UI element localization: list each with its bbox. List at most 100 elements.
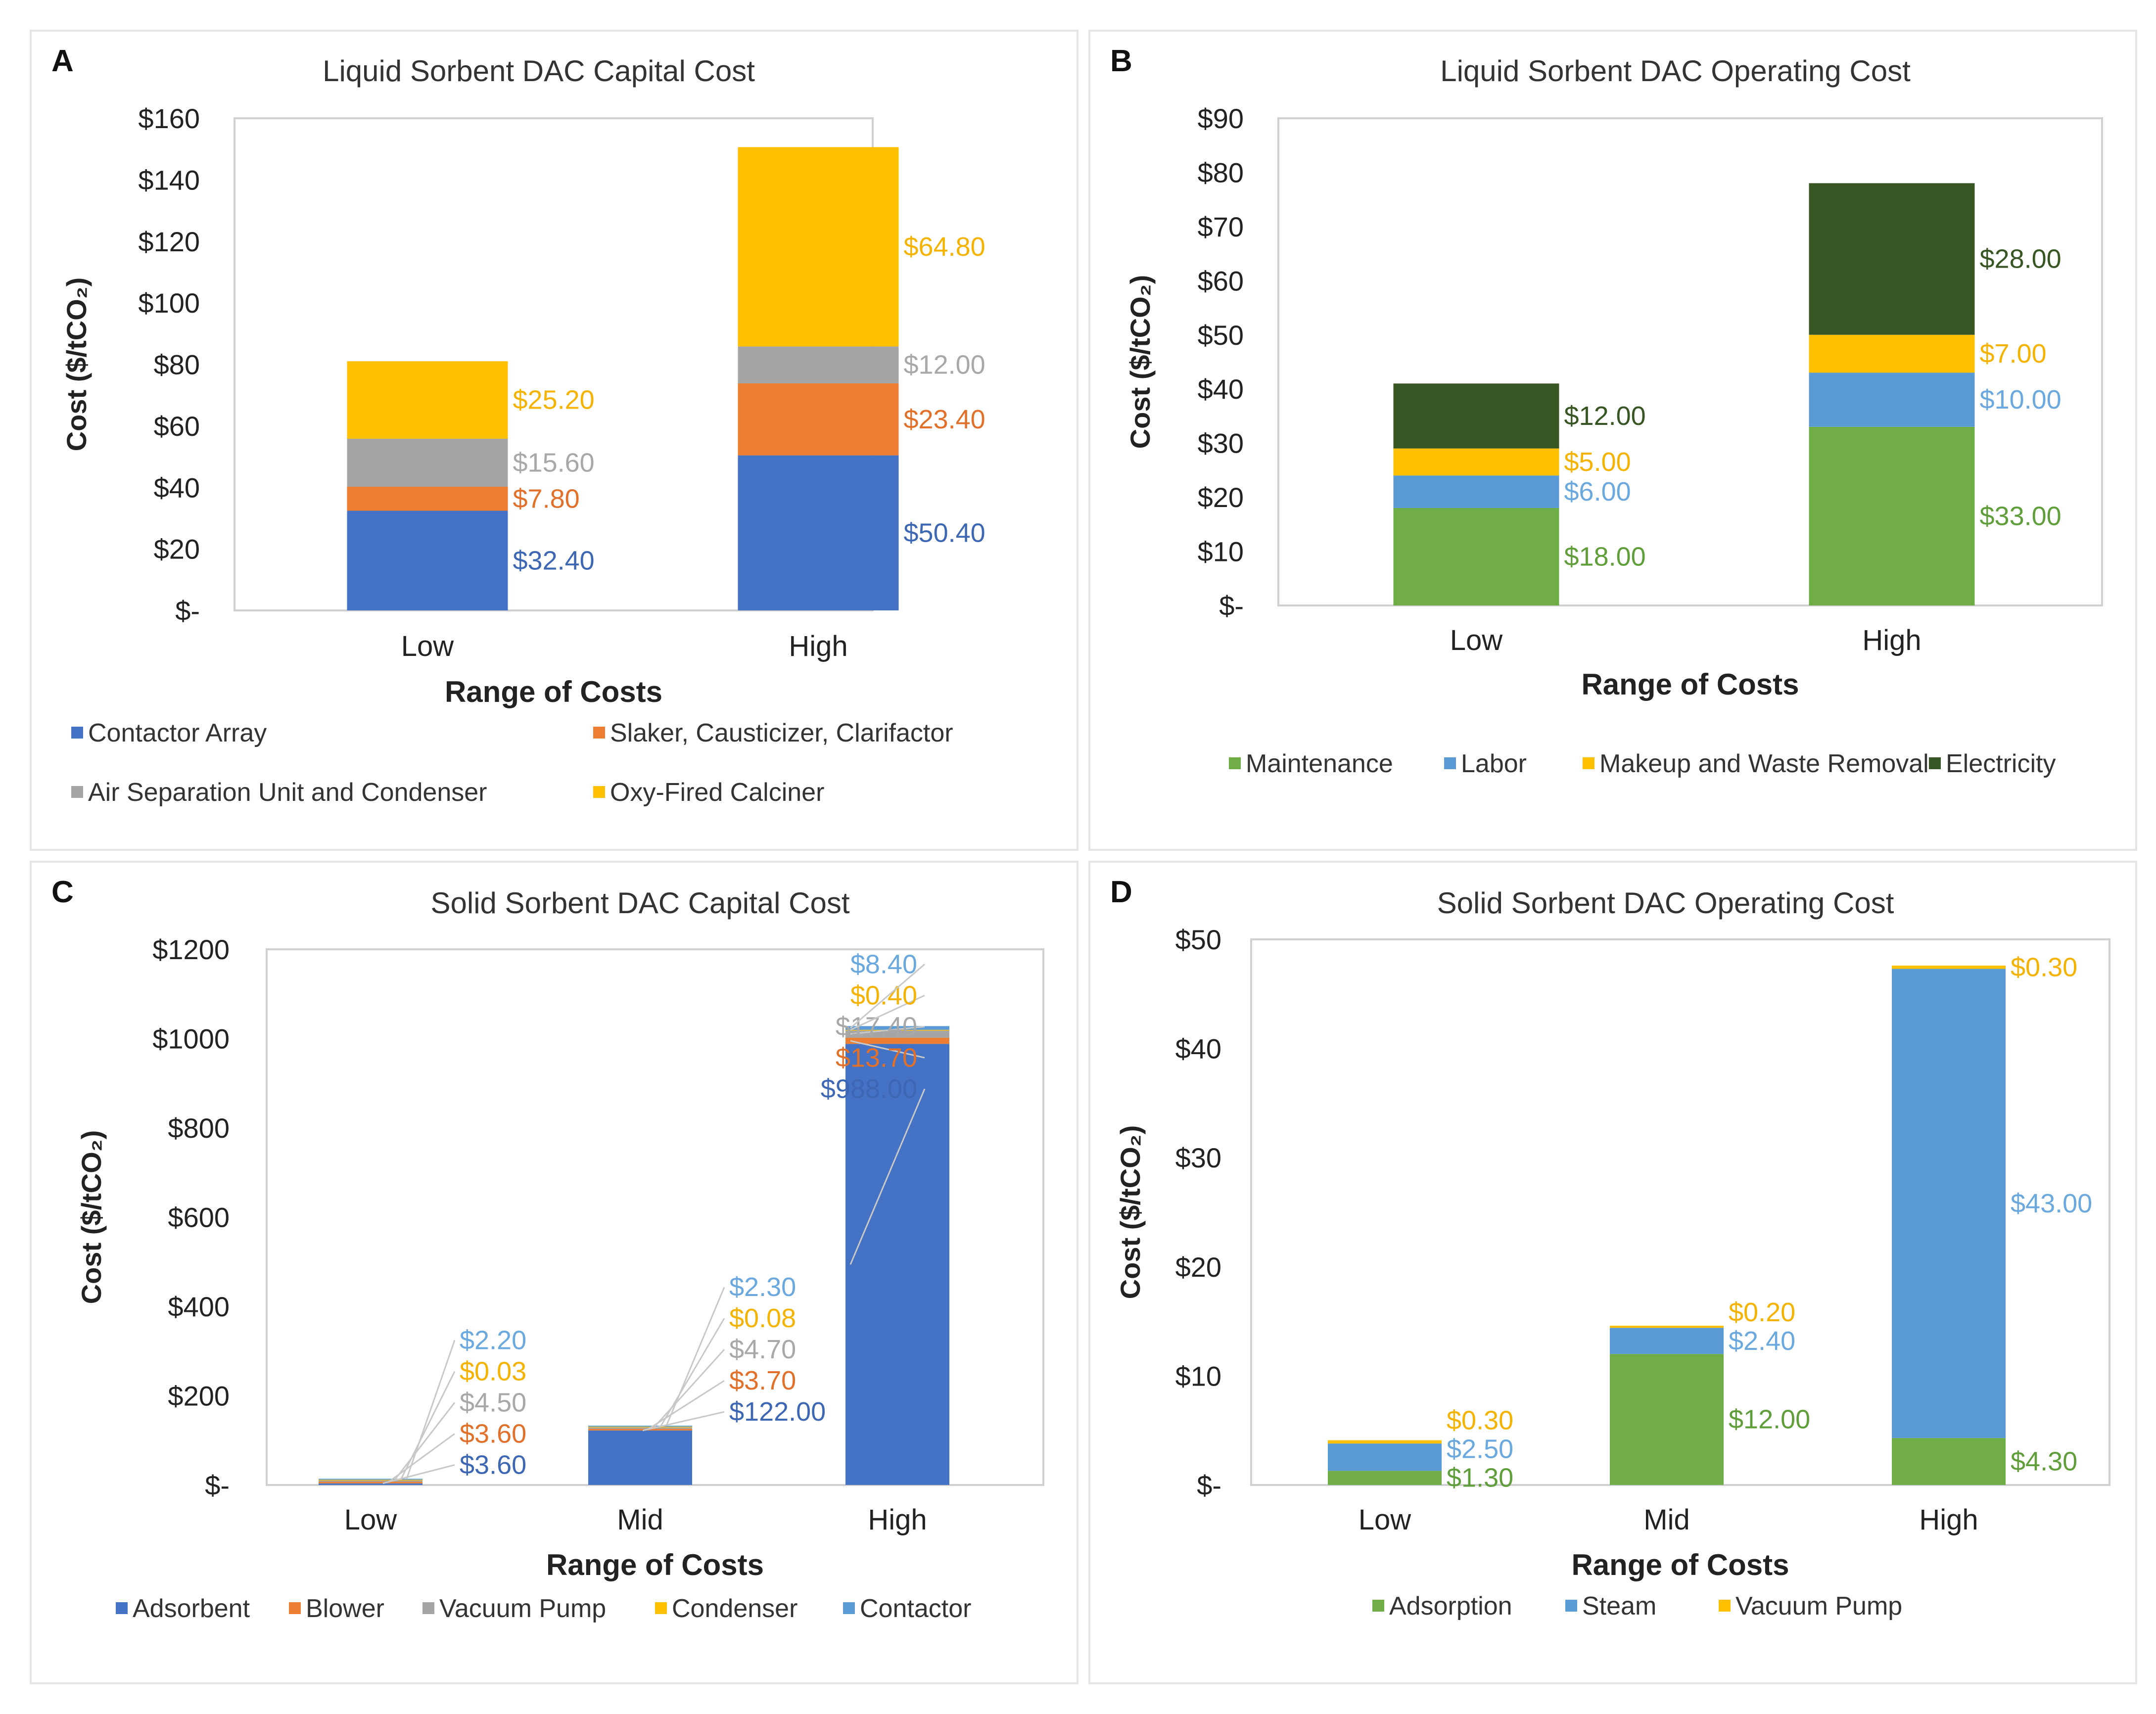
callout-line-c-low-3: [400, 1371, 456, 1481]
x-tick-label-c-low: Low: [344, 1504, 398, 1536]
y-tick-label-b-4: $40: [1198, 373, 1244, 405]
bar-a-high-1: [738, 383, 899, 456]
data-label-a-high-2: $12.00: [904, 350, 985, 380]
bar-d-low-2: [1328, 1440, 1442, 1444]
y-tick-label-c-6: $1200: [152, 934, 230, 965]
y-tick-label-a-2: $40: [154, 472, 200, 503]
legend-label-c-0: Adsorbent: [133, 1594, 250, 1623]
legend-swatch-d-1: [1565, 1600, 1577, 1612]
y-tick-label-a-3: $60: [154, 411, 200, 442]
y-tick-label-c-4: $800: [168, 1112, 230, 1144]
y-tick-label-a-1: $20: [154, 534, 200, 565]
bar-c-mid-4: [588, 1426, 692, 1427]
bar-c-low-3: [319, 1480, 422, 1481]
chart-b: B Liquid Sorbent DAC Operating Cost $- $10 $…: [1110, 44, 2103, 778]
legend-swatch-a-0: [71, 727, 83, 739]
data-label-c-high-3: $0.40: [850, 980, 917, 1010]
x-tick-label-d-mid: Mid: [1643, 1504, 1689, 1536]
legend-label-c-2: Vacuum Pump: [439, 1594, 606, 1623]
bar-b-low-0: [1393, 508, 1559, 605]
callout-line-c-high-3: [850, 994, 925, 1031]
data-label-a-high-0: $50.40: [904, 518, 985, 548]
data-label-b-low-2: $5.00: [1564, 447, 1631, 477]
bar-b-high-0: [1809, 426, 1975, 605]
y-axis-label-c: Cost ($/tCO₂): [76, 1130, 107, 1304]
data-label-b-low-1: $6.00: [1564, 477, 1631, 507]
legend-label-a-0: Contactor Array: [88, 719, 267, 747]
y-tick-label-d-3: $30: [1175, 1142, 1221, 1173]
legend-label-b-3: Electricity: [1946, 749, 2056, 778]
data-label-d-high-2: $0.30: [2011, 952, 2077, 982]
legend-label-d-2: Vacuum Pump: [1735, 1592, 1902, 1621]
bar-c-low-0: [319, 1483, 422, 1485]
bar-d-high-1: [1892, 969, 2006, 1438]
y-tick-label-d-2: $20: [1175, 1251, 1221, 1283]
callout-line-c-mid-0: [642, 1411, 725, 1432]
bar-d-mid-1: [1610, 1328, 1724, 1354]
legend-label-a-3: Oxy-Fired Calciner: [610, 778, 824, 807]
data-label-c-mid-1: $3.70: [729, 1366, 796, 1395]
legend-label-c-3: Condenser: [672, 1594, 797, 1623]
panel-letter-c: C: [51, 875, 74, 909]
legend-label-b-2: Makeup and Waste Removal: [1599, 749, 1929, 778]
y-tick-label-d-5: $50: [1175, 924, 1221, 955]
bar-b-low-1: [1393, 475, 1559, 508]
x-tick-label-b-low: Low: [1450, 624, 1503, 656]
bar-b-high-2: [1809, 334, 1975, 373]
x-tick-label-a-low: Low: [401, 630, 455, 662]
bar-a-low-1: [347, 487, 508, 511]
x-axis-label-d: Range of Costs: [1571, 1548, 1789, 1581]
data-label-c-low-1: $3.60: [460, 1419, 526, 1448]
chart-title-d: Solid Sorbent DAC Operating Cost: [1437, 886, 1894, 920]
data-label-b-high-1: $10.00: [1980, 385, 2062, 415]
bar-a-low-2: [347, 438, 508, 487]
y-tick-label-b-1: $10: [1198, 536, 1244, 567]
bar-d-low-0: [1328, 1471, 1442, 1485]
bar-c-low-1: [319, 1482, 422, 1483]
callout-line-c-mid-2: [654, 1349, 725, 1428]
bar-b-high-1: [1809, 372, 1975, 427]
legend-label-b-1: Labor: [1461, 749, 1527, 778]
chart-title-a: Liquid Sorbent DAC Capital Cost: [323, 54, 755, 88]
callout-line-c-low-0: [382, 1464, 455, 1484]
bar-a-low-0: [347, 510, 508, 610]
bar-c-high-4: [845, 1026, 949, 1030]
bar-d-high-2: [1892, 965, 2006, 969]
y-tick-label-b-0: $-: [1219, 590, 1244, 621]
data-label-d-mid-0: $12.00: [1729, 1405, 1810, 1435]
bar-c-low-4: [319, 1479, 422, 1480]
data-label-c-high-0: $988.00: [821, 1074, 917, 1104]
data-label-d-low-1: $2.50: [1447, 1435, 1513, 1464]
y-tick-label-a-0: $-: [175, 595, 200, 626]
plot-area-b: [1277, 117, 2103, 606]
data-label-c-mid-2: $4.70: [729, 1335, 796, 1364]
y-tick-label-c-2: $400: [168, 1291, 230, 1322]
legend-swatch-b-1: [1444, 757, 1456, 769]
chart-a: A Liquid Sorbent DAC Capital Cost $- $20 $40…: [51, 44, 985, 807]
y-tick-label-b-2: $20: [1198, 482, 1244, 513]
bar-c-high-0: [845, 1044, 949, 1485]
bar-a-high-0: [738, 455, 899, 610]
callout-line-c-mid-3: [659, 1318, 725, 1428]
legend-label-a-1: Slaker, Causticizer, Clarifactor: [610, 719, 953, 747]
y-tick-label-c-1: $200: [168, 1381, 230, 1412]
legend-swatch-a-1: [593, 727, 605, 739]
bar-a-high-2: [738, 346, 899, 384]
chart-title-c: Solid Sorbent DAC Capital Cost: [430, 886, 849, 920]
y-tick-label-a-6: $120: [138, 226, 200, 257]
data-label-c-high-1: $13.70: [836, 1043, 917, 1072]
legend-swatch-d-0: [1372, 1600, 1384, 1612]
legend-swatch-b-3: [1929, 757, 1941, 769]
bar-c-mid-1: [588, 1429, 692, 1431]
data-label-d-mid-1: $2.40: [1729, 1326, 1795, 1356]
y-axis-label-a: Cost ($/tCO₂): [61, 278, 92, 452]
callout-line-c-mid-4: [665, 1287, 725, 1426]
data-label-d-low-0: $1.30: [1447, 1463, 1513, 1493]
data-label-c-low-3: $0.03: [460, 1356, 526, 1386]
y-tick-label-b-9: $90: [1198, 103, 1244, 134]
y-tick-label-c-3: $600: [168, 1202, 230, 1233]
data-label-d-high-0: $4.30: [2011, 1447, 2077, 1477]
x-tick-label-a-high: High: [789, 630, 847, 662]
y-tick-label-a-4: $80: [154, 349, 200, 380]
y-tick-label-a-7: $140: [138, 164, 200, 195]
